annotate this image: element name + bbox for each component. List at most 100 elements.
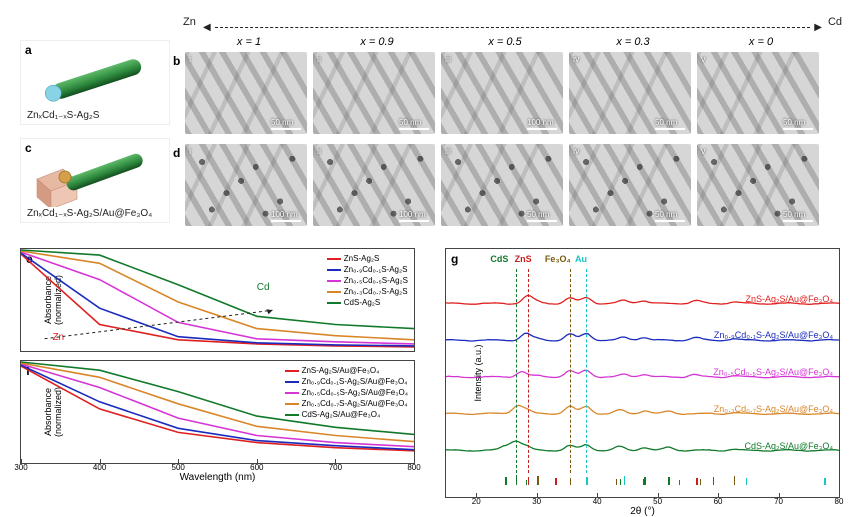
tem-image: iii 50 nm [441,144,563,226]
xlabel-g: 2θ (°) [630,506,655,517]
tem-row-d: di100 nmii100 nmiii50 nmiv50 nmv50 nm [185,144,840,226]
scalebar: 50 nm [655,210,685,222]
roman-numeral: v [701,54,706,64]
xtick: 80 [835,497,844,506]
bottom-row: e Absorbance (normalized) ZnS-Ag₂SZn₀․₉C… [20,248,840,498]
ref-tick [643,479,645,485]
ref-tick [616,479,618,485]
panel-e: e Absorbance (normalized) ZnS-Ag₂SZn₀․₉C… [20,248,415,352]
xlabel-ef: Wavelength (nm) [180,472,256,483]
legend-text: Zn₀․₅Cd₀․₅S-Ag₂S/Au@Fe₃O₄ [302,387,408,398]
ref-tick [555,478,557,485]
tem-image: v50 nm [697,144,819,226]
xtick: 40 [593,497,602,506]
absorbance-column: e Absorbance (normalized) ZnS-Ag₂SZn₀․₉C… [20,248,415,498]
xtick: 20 [472,497,481,506]
ref-vline [516,269,517,473]
legend-text: Zn₀․₉Cd₀․₁S-Ag₂S/Au@Fe₃O₄ [302,376,408,387]
axis-label-cd: Cd [828,16,842,28]
axis-label-zn: Zn [183,16,196,28]
ref-label: CdS [490,254,508,264]
formula-c: ZnₓCd₁₋ₓS-Ag₂S/Au@Fe₃O₄ [27,208,152,219]
panel-c: c ZnₓCd₁₋ₓS-Ag₂S/Au@Fe₃O₄ [20,138,170,223]
trace-label: Zn₀․₃Cd₀․₇S-Ag₂S/Au@Fe₃O₄ [714,404,833,415]
arrow-left-icon: ◀ [203,22,211,33]
legend-item: Zn₀․₉Cd₀․₁S-Ag₂S/Au@Fe₃O₄ [285,376,408,387]
ref-tick [505,477,507,485]
trace-label: CdS-Ag₂S/Au@Fe₃O₄ [745,441,834,451]
xtick: 70 [774,497,783,506]
legend-item: Zn₀․₃Cd₀․₇S-Ag₂S/Au@Fe₃O₄ [285,398,408,409]
ref-ticks-row [446,473,839,485]
panel-f: f Absorbance (normalized) 30040050060070… [20,360,415,464]
tem-image: ii 50 nm [313,52,435,134]
panel-a: a ZnₓCd₁₋ₓS-Ag₂S [20,40,170,125]
scalebar: 100 nm [527,118,557,130]
roman-numeral: v [701,146,706,156]
trace-label: Zn₀․₅Cd₀․₅S-Ag₂S/Au@Fe₃O₄ [713,367,833,378]
legend-item: ZnS-Ag₂S/Au@Fe₃O₄ [285,365,408,376]
scalebar: 50 nm [271,118,301,130]
roman-numeral: ii [317,54,321,64]
ref-label: ZnS [515,254,532,264]
ref-tick [570,478,572,485]
trace-label: Zn₀․₉Cd₀․₁S-Ag₂S/Au@Fe₃O₄ [714,330,833,341]
zn-to-cd-arrow-icon [21,249,414,351]
ref-tick [713,477,715,485]
ylabel-g: Intensity (a.u.) [473,318,483,428]
x-header: x = 0.9 [313,36,441,48]
xtick: 700 [329,463,342,472]
ref-tick [696,478,698,485]
nanorod-icon [35,49,159,109]
xtick: 300 [14,463,27,472]
composition-axis: Zn Cd ◀ ▶ [185,18,840,36]
trace-label: ZnS-Ag₂S/Au@Fe₃O₄ [746,294,834,304]
panel-label-g: g [451,252,458,266]
xtick: 400 [93,463,106,472]
ref-vline [570,269,571,473]
ref-tick [537,476,539,485]
scalebar: 50 nm [655,118,685,130]
tem-image: iv 50 nm [569,144,691,226]
scalebar: 100 nm [271,210,301,222]
tem-grid: x = 1x = 0.9x = 0.5x = 0.3x = 0bi50 nmii… [185,36,840,236]
panel-label-a: a [25,43,32,57]
xtick: 500 [172,463,185,472]
formula-a: ZnₓCd₁₋ₓS-Ag₂S [27,110,99,121]
ref-tick [624,476,626,485]
tem-image: i100 nm [185,144,307,226]
roman-numeral: iii [445,54,451,64]
xtick: 800 [407,463,420,472]
ref-tick [644,477,646,485]
x-header: x = 0.5 [441,36,569,48]
panel-g: g Intensity (a.u.) 20304050607080 2θ (°)… [445,248,840,498]
legend-text: CdS-Ag₂S/Au@Fe₃O₄ [302,409,381,420]
ref-tick [668,477,670,485]
legend-item: Zn₀․₅Cd₀․₅S-Ag₂S/Au@Fe₃O₄ [285,387,408,398]
ref-tick [516,475,518,485]
tem-image: iv 50 nm [569,52,691,134]
ref-label: Fe₃O₄ [545,254,571,264]
roman-numeral: iii [445,146,451,156]
scalebar: 50 nm [527,210,557,222]
roman-numeral: ii [317,146,321,156]
scalebar: 50 nm [399,118,429,130]
xtick: 600 [250,463,263,472]
ref-tick [528,477,530,485]
ref-tick [746,478,748,485]
legend-f: ZnS-Ag₂S/Au@Fe₃O₄Zn₀․₉Cd₀․₁S-Ag₂S/Au@Fe₃… [285,365,408,420]
ref-label: Au [575,254,587,264]
tem-row-b: bi50 nmii50 nmiii100 nmiv50 nmv50 nm [185,52,840,134]
x-header: x = 0 [697,36,825,48]
schematic-column: a ZnₓCd₁₋ₓS-Ag₂S c [20,40,170,230]
xtick: 30 [532,497,541,506]
nanorod-cube-icon [35,147,159,207]
legend-item: CdS-Ag₂S/Au@Fe₃O₄ [285,409,408,420]
ref-vline [586,269,587,473]
arrow-right-icon: ▶ [814,22,822,33]
roman-numeral: iv [573,54,580,64]
ref-vline [528,269,529,473]
panel-label-d: d [173,146,180,160]
ref-tick [824,478,826,485]
roman-numeral: iv [573,146,580,156]
